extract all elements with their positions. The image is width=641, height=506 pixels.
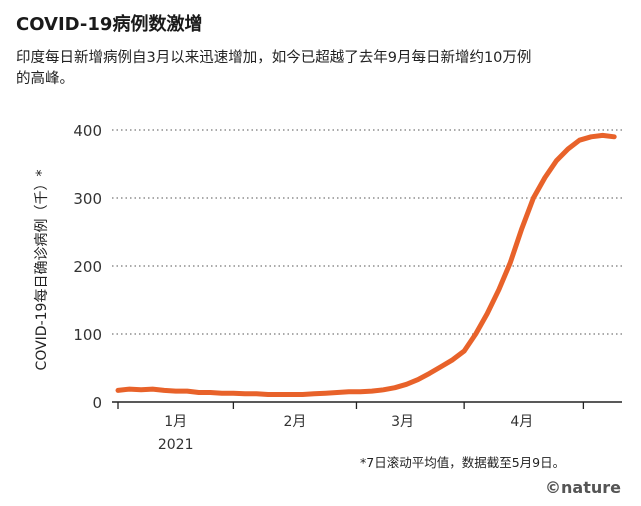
y-tick-label: 0 bbox=[92, 394, 102, 412]
x-tick-label: 1月 bbox=[164, 414, 187, 430]
y-tick-label: 100 bbox=[73, 326, 102, 344]
footnote: *7日滚动平均值，数据截至5月9日。 bbox=[360, 455, 566, 470]
chart-title: COVID-19病例数激增 bbox=[16, 14, 203, 35]
x-tick-label: 3月 bbox=[391, 414, 414, 430]
y-tick-label: 200 bbox=[73, 258, 102, 276]
chart-subtitle: 印度每日新增病例自3月以来迅速增加，如今已超越了去年9月每日新增约10万例的高峰… bbox=[16, 50, 532, 87]
x-tick-sublabel: 2021 bbox=[158, 437, 194, 453]
x-tick-label: 2月 bbox=[283, 414, 306, 430]
series-line bbox=[115, 132, 617, 397]
x-tick-label: 4月 bbox=[510, 414, 533, 430]
nature-logo: ©nature bbox=[545, 478, 621, 497]
y-axis-label: COVID-19每日确诊病例（千）* bbox=[34, 170, 50, 371]
y-tick-label: 400 bbox=[73, 122, 102, 140]
y-tick-label: 300 bbox=[73, 190, 102, 208]
